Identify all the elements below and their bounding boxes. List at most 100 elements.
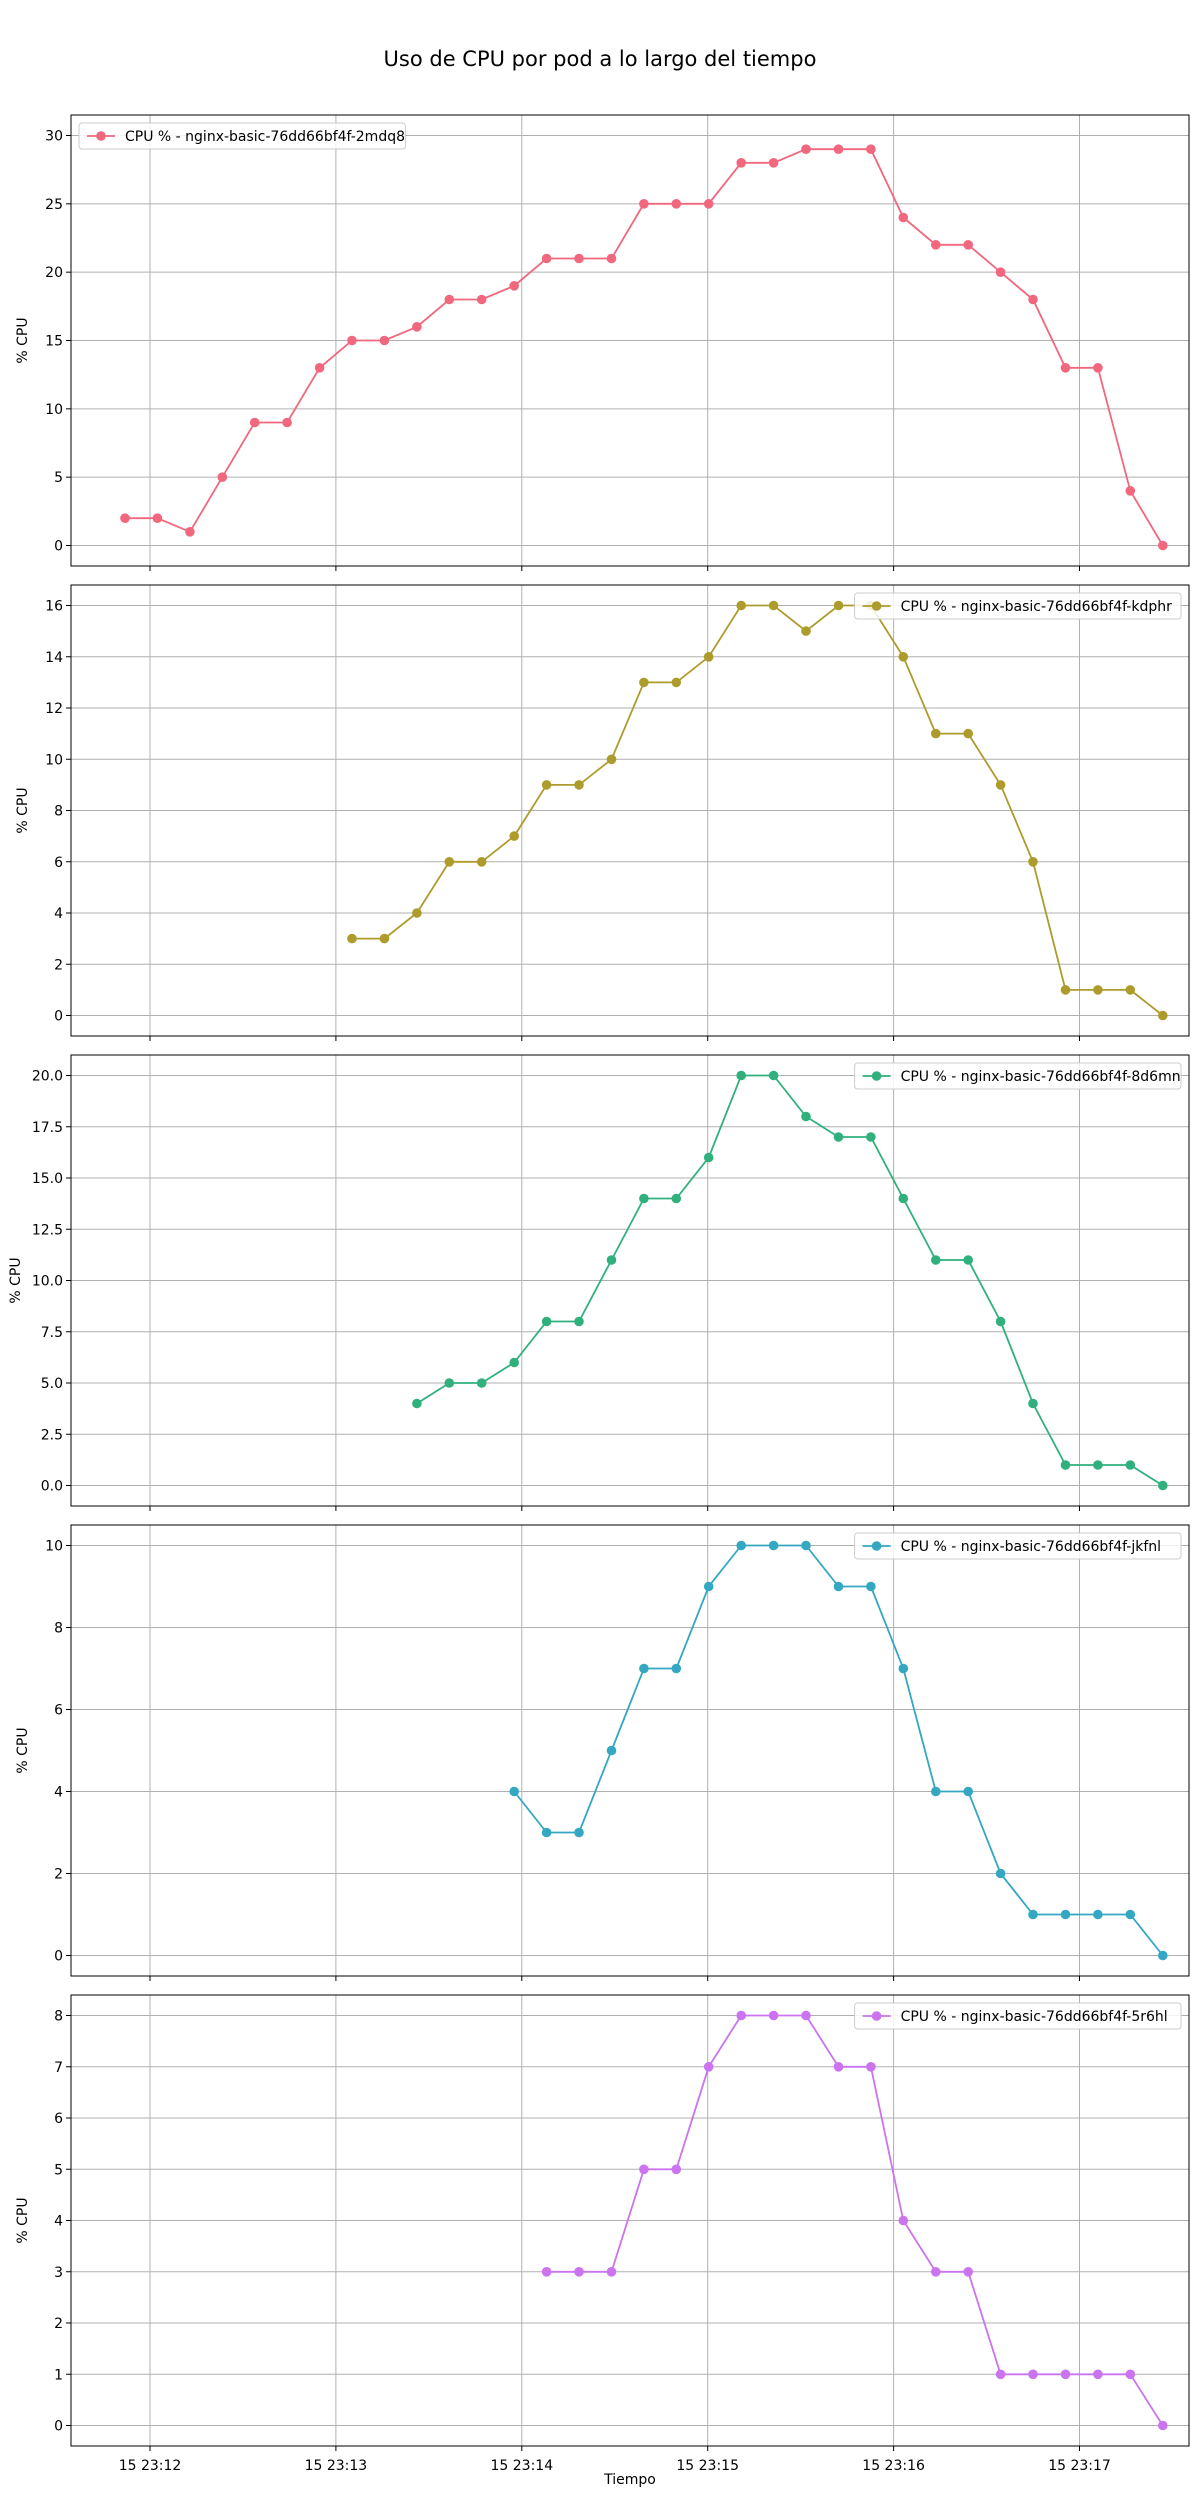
panel-5-data-point (606, 2267, 617, 2277)
panel-1-data-point (963, 240, 973, 250)
panel-1-data-point (703, 199, 714, 209)
panel-2-data-point (995, 780, 1006, 790)
panel-4-data-point (866, 1581, 876, 1592)
panel-5-data-point (995, 2369, 1006, 2380)
panel-4-data-point (995, 1868, 1006, 1879)
panel-1-data-point (541, 253, 552, 264)
panel-5-data-point (801, 2010, 811, 2021)
panel-3-data-point (509, 1357, 519, 1368)
panel-1-ytick-label-0: 0 (54, 539, 63, 555)
x-tick-label-2: 15 23:14 (490, 2458, 553, 2474)
panel-4-legend-box (854, 1532, 1182, 1560)
panel-2-legend-swatch-marker (871, 601, 882, 611)
panel-1-data-point (898, 212, 909, 223)
panel-2-ytick-label-5: 10 (45, 752, 63, 768)
panel-3-data-point (476, 1378, 487, 1388)
panel-1-data-point (444, 294, 455, 305)
panel-2-data-point (606, 754, 617, 765)
x-tick-label-3: 15 23:15 (676, 2458, 739, 2474)
panel-4-data-point (1125, 1909, 1136, 1920)
panel-3-data-point (1060, 1460, 1071, 1470)
panel-4-legend-swatch-marker (871, 1541, 882, 1551)
panel-1-data-point (476, 294, 487, 305)
panel-1-ytick-label-5: 25 (45, 197, 63, 213)
panel-1-data-point (995, 267, 1006, 278)
panel-1-data-point (606, 253, 617, 264)
panel-3-ytick-label-6: 15.0 (32, 1171, 63, 1187)
panel-3-ytick-label-5: 12.5 (32, 1222, 63, 1238)
panel-5-data-point (768, 2010, 779, 2021)
panel-5-data-point (703, 2062, 714, 2072)
panel-3-data-point (995, 1316, 1006, 1327)
panel-5-legend-swatch-marker (871, 2011, 882, 2021)
panel-4-data-point (541, 1827, 552, 1838)
panel-4-data-point (606, 1745, 617, 1756)
panel-2-data-point (833, 600, 844, 611)
panel-1-ytick-label-4: 20 (45, 265, 63, 281)
panel-1-legend-box (78, 122, 406, 150)
panel-1-data-point (1158, 540, 1168, 551)
panel-3-frame (70, 1054, 1190, 1507)
panel-5-ytick-label-2: 2 (54, 2316, 63, 2332)
x-tick-label-0: 15 23:12 (119, 2458, 182, 2474)
panel-5-data-point (639, 2164, 649, 2175)
panel-3-data-point (606, 1255, 617, 1265)
panel-2-data-point (768, 600, 779, 611)
panel-1-data-point (509, 281, 519, 291)
panel-2-legend-label: CPU % - nginx-basic-76dd66bf4f-kdphr (901, 599, 1173, 615)
panel-2-data-point (412, 908, 422, 918)
panel-1-data-point (1060, 363, 1071, 373)
panel-2-data-point (801, 626, 811, 636)
panel-3-data-point (1158, 1480, 1168, 1491)
panel-5-data-point (1060, 2369, 1071, 2380)
panel-4-data-point (833, 1581, 844, 1592)
panel-1-ytick-label-2: 10 (45, 402, 63, 418)
panel-4-data-point (509, 1786, 519, 1797)
panel-2-series-line (352, 604, 1164, 1017)
panel-2-ytick-label-7: 14 (45, 650, 63, 666)
panel-5-y-axis-label: % CPU (15, 2197, 31, 2243)
x-axis-label: Tiempo (603, 2472, 656, 2488)
panel-2-data-point (963, 728, 973, 739)
panel-1-data-point (1028, 294, 1038, 305)
panel-3-data-point (833, 1132, 844, 1142)
panel-4-ytick-label-5: 10 (45, 1539, 63, 1555)
panel-3-data-point (898, 1193, 909, 1204)
panel-3-ytick-label-7: 17.5 (32, 1120, 63, 1136)
panel-5-data-point (931, 2267, 941, 2277)
panel-4-ytick-label-2: 4 (54, 1785, 63, 1801)
panel-2-data-point (541, 780, 552, 790)
x-tick-label-1: 15 23:13 (305, 2458, 368, 2474)
panel-2-data-point (379, 933, 390, 944)
panel-1-data-point (639, 199, 649, 209)
panel-5-ytick-label-8: 8 (54, 2009, 63, 2025)
panel-3-data-point (866, 1132, 876, 1142)
panel-5-data-point (541, 2267, 552, 2277)
panel-5-ytick-label-3: 3 (54, 2265, 63, 2281)
panel-5-data-point (1028, 2369, 1038, 2380)
panel-3-data-point (703, 1152, 714, 1163)
panel-4-data-point (574, 1827, 584, 1838)
panel-1-data-point (574, 253, 584, 264)
panel-1-data-point (152, 513, 163, 523)
panel-2-data-point (347, 933, 357, 944)
panel-4-data-point (1093, 1909, 1103, 1920)
panel-2-data-point (574, 780, 584, 790)
panel-1-data-point (249, 417, 260, 428)
panel-1-data-point (801, 144, 811, 154)
panel-2-data-point (703, 652, 714, 662)
panel-1-y-axis-label: % CPU (15, 317, 31, 363)
panel-3-data-point (768, 1070, 779, 1081)
panel-2-data-point (1060, 985, 1071, 995)
panel-4-data-point (671, 1663, 682, 1674)
panel-3-ytick-label-2: 5.0 (41, 1376, 63, 1392)
panel-3-data-point (963, 1255, 973, 1265)
panel-3-ytick-label-0: 0.0 (41, 1479, 63, 1495)
figure-title: Uso de CPU por pod a lo largo del tiempo (384, 47, 817, 71)
panel-2-data-point (476, 857, 487, 867)
panel-1-frame (70, 114, 1190, 567)
panel-4-data-point (1158, 1950, 1168, 1961)
panel-3-legend-label: CPU % - nginx-basic-76dd66bf4f-8d6mn (901, 1069, 1181, 1085)
panel-3-legend-box (854, 1062, 1182, 1090)
